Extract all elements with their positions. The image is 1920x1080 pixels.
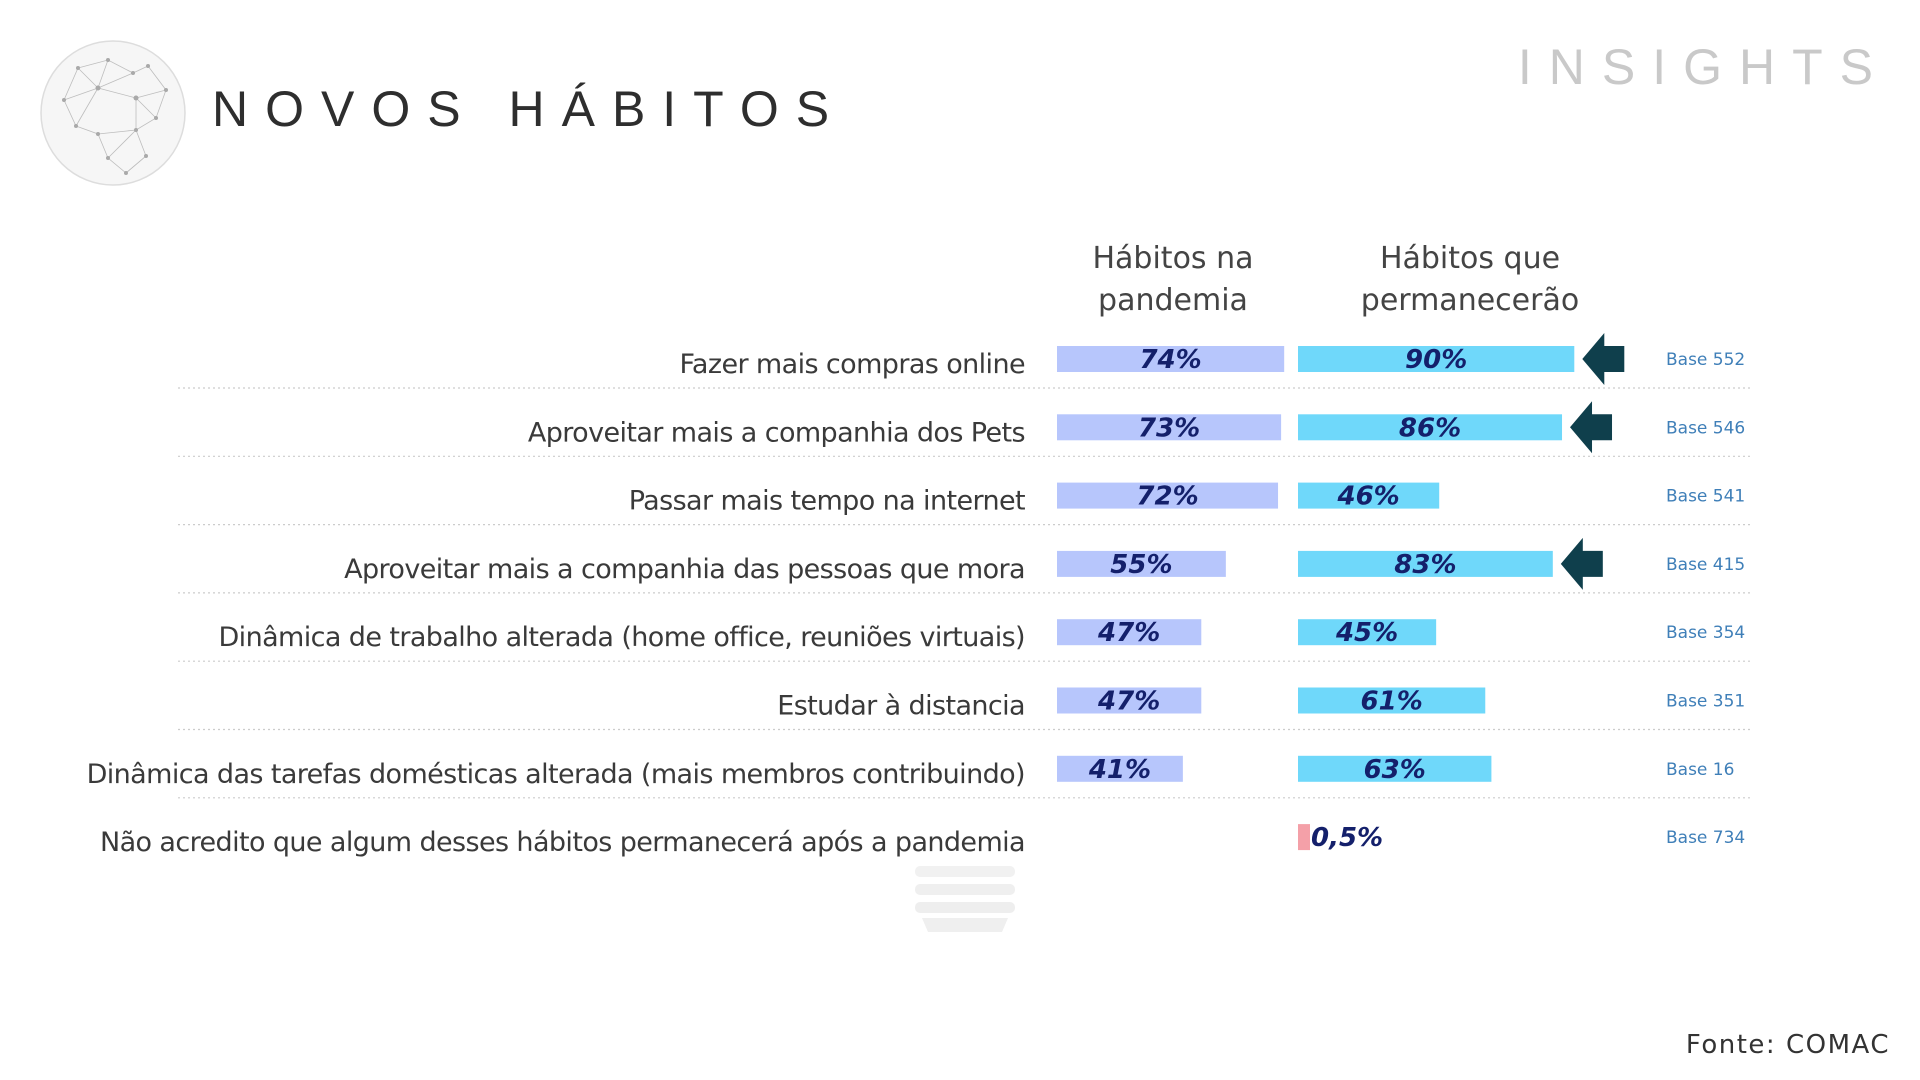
value-label-permanecerao: 45% <box>1335 618 1398 648</box>
row-label: Dinâmica das tarefas domésticas alterada… <box>87 759 1025 790</box>
value-label-pandemia: 74% <box>1139 345 1201 375</box>
bar-permanecerao <box>1298 414 1563 441</box>
bar-pandemia <box>1057 687 1202 714</box>
bar-pandemia <box>1057 482 1279 509</box>
value-label-pandemia: 47% <box>1097 687 1160 717</box>
bar-permanecerao <box>1298 687 1486 714</box>
bar-pandemia <box>1057 619 1202 646</box>
bar-pandemia <box>1057 550 1226 577</box>
stack-decoration <box>915 866 1015 932</box>
bar-permanecerao <box>1298 346 1575 372</box>
value-label-permanecerao: 61% <box>1361 687 1423 717</box>
value-label-permanecerao: 90% <box>1405 345 1467 375</box>
bar-permanecerao <box>1298 482 1440 509</box>
row-label: Dinâmica de trabalho alterada (home offi… <box>218 622 1025 653</box>
row-label: Passar mais tempo na internet <box>629 486 1025 517</box>
page-title: NOVOS HÁBITOS <box>212 81 847 137</box>
base-label: Base 734 <box>1666 828 1745 848</box>
source-note: Fonte: COMAC <box>1685 1030 1890 1060</box>
value-label-permanecerao: 46% <box>1336 482 1399 512</box>
habits-bar-chart: Fazer mais compras online 74% 90% Base 552 A… <box>87 333 1752 858</box>
highlight-arrow-icon <box>1582 333 1625 385</box>
value-label-pandemia: 55% <box>1110 550 1172 580</box>
value-label-permanecerao: 63% <box>1364 755 1426 785</box>
bar-permanecerao <box>1298 824 1310 851</box>
highlight-arrow-icon <box>1570 401 1613 454</box>
bar-permanecerao <box>1298 550 1553 577</box>
base-label: Base 541 <box>1666 487 1745 507</box>
base-label: Base 552 <box>1666 350 1745 370</box>
row-label: Fazer mais compras online <box>679 349 1025 380</box>
value-label-permanecerao: 86% <box>1399 413 1461 443</box>
globe-network-icon <box>40 40 186 186</box>
row-label: Aproveitar mais a companhia das pessoas … <box>344 554 1025 585</box>
base-label: Base 546 <box>1666 418 1745 438</box>
bar-permanecerao <box>1298 755 1492 782</box>
bar-permanecerao <box>1298 619 1437 646</box>
bar-pandemia <box>1057 755 1183 782</box>
value-label-pandemia: 41% <box>1088 755 1151 785</box>
value-label-permanecerao: 0,5% <box>1311 823 1383 853</box>
value-label-permanecerao: 83% <box>1394 550 1456 580</box>
column-header-pandemia: Hábitos na pandemia <box>1092 241 1254 318</box>
bar-pandemia <box>1057 346 1285 372</box>
value-label-pandemia: 73% <box>1138 413 1200 443</box>
bar-pandemia <box>1057 414 1282 441</box>
base-label: Base 415 <box>1666 555 1745 575</box>
base-label: Base 354 <box>1666 623 1745 643</box>
row-label: Não acredito que algum desses hábitos pe… <box>100 827 1025 858</box>
section-label: INSIGHTS <box>1517 39 1890 95</box>
column-header-permanecerao: Hábitos que permanecerão <box>1360 241 1580 318</box>
row-label: Estudar à distancia <box>777 691 1025 722</box>
value-label-pandemia: 72% <box>1136 482 1198 512</box>
base-label: Base 16 <box>1666 760 1734 780</box>
row-label: Aproveitar mais a companhia dos Pets <box>528 417 1025 448</box>
value-label-pandemia: 47% <box>1097 618 1160 648</box>
base-label: Base 351 <box>1666 692 1745 712</box>
highlight-arrow-icon <box>1560 537 1603 590</box>
